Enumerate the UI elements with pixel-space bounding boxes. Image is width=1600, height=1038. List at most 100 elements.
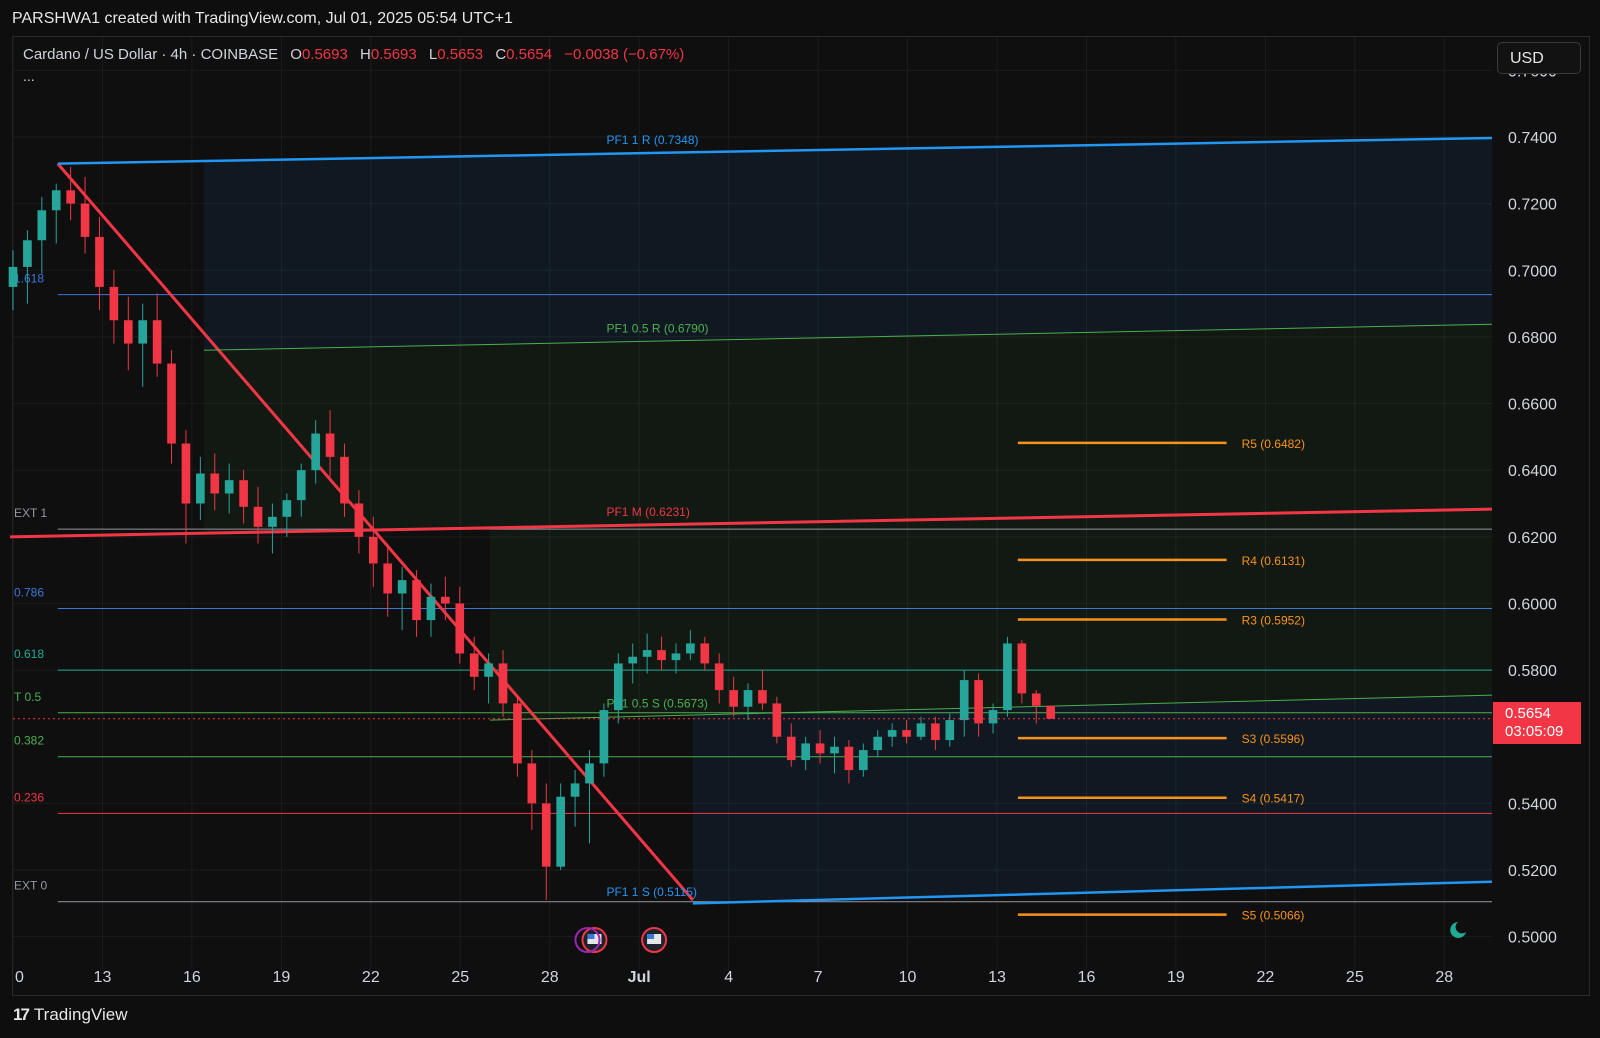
candle-body	[657, 650, 666, 661]
pitchfork-zone	[203, 137, 1492, 351]
event-marker-icon	[574, 927, 601, 953]
candle-body	[498, 663, 508, 704]
x-axis-tick-label: 22	[362, 969, 380, 986]
candle-body	[455, 603, 465, 654]
candle-body	[556, 796, 565, 867]
candle-body	[527, 763, 537, 804]
candle-body	[109, 286, 119, 321]
candle-body	[239, 480, 248, 507]
candle-body	[1046, 705, 1056, 719]
pitchfork-line	[57, 136, 1493, 165]
candle-body	[830, 746, 839, 754]
fib-level-label: 0.618	[14, 647, 44, 661]
pivot-level-label: R4 (0.6131)	[1242, 554, 1305, 568]
flag-canton-icon	[647, 934, 655, 939]
high-label: H	[360, 46, 371, 63]
pitchfork-zone	[490, 509, 1492, 721]
more-indicators-button[interactable]: ...	[23, 68, 35, 84]
candle-body	[931, 723, 940, 741]
pitchfork-zone	[203, 324, 1492, 534]
candle-body	[887, 730, 897, 737]
candle-body	[311, 433, 320, 471]
candle-body	[484, 663, 493, 677]
candle-body	[80, 203, 90, 237]
candle-body	[988, 710, 998, 724]
candle-body	[325, 433, 335, 457]
candle-body	[786, 736, 796, 761]
candle-body	[686, 643, 695, 654]
x-axis-tick-label: 13	[988, 969, 1006, 986]
bar-countdown: 03:05:09	[1505, 723, 1564, 740]
x-axis-tick-label: Jul	[628, 969, 651, 986]
change-value: −0.0038 (−0.67%)	[564, 46, 685, 63]
candle-body	[224, 480, 234, 494]
x-axis-tick-label: 28	[1435, 969, 1453, 986]
candle-body	[700, 643, 710, 664]
fib-level-label: 0.382	[14, 734, 44, 748]
tradingview-brand[interactable]: 17 TradingView	[13, 1005, 127, 1025]
candle-body	[902, 730, 911, 737]
pitchfork-zone	[692, 695, 1492, 904]
candle-body	[916, 723, 926, 737]
open-value: 0.5693	[301, 46, 348, 63]
fib-level-label: T 0.5	[14, 690, 41, 704]
candle-body	[138, 320, 148, 344]
y-axis-tick-label: 0.7200	[1508, 197, 1557, 214]
x-axis-tick-label: 22	[1256, 969, 1274, 986]
candle-body	[51, 190, 61, 211]
x-axis-tick-label: 28	[541, 969, 559, 986]
x-axis-tick-label: 25	[1346, 969, 1364, 986]
candle-body	[628, 656, 638, 664]
chart-caption: PARSHWA1 created with TradingView.com, J…	[12, 10, 513, 27]
candle-body	[1031, 693, 1041, 706]
candle-body	[66, 190, 75, 204]
brand-name: TradingView	[33, 1005, 128, 1024]
candle-body	[859, 750, 868, 771]
pivot-level-label: S4 (0.5417)	[1242, 792, 1305, 806]
candle-body	[123, 320, 133, 344]
x-axis-tick-label: 16	[1078, 969, 1096, 986]
candle-body	[181, 443, 191, 504]
candle-body	[8, 266, 18, 287]
candle-body	[368, 536, 378, 564]
pivot-level-label: R3 (0.5952)	[1242, 613, 1305, 627]
fib-level-label: 0.236	[14, 790, 44, 804]
candle-body	[671, 653, 681, 661]
candle-body	[37, 210, 47, 241]
candle-body	[23, 240, 32, 267]
fib-level-label: EXT 1	[14, 506, 47, 520]
candle-body	[354, 503, 364, 537]
fib-level-label: EXT 0	[14, 879, 47, 893]
candle-body	[974, 680, 983, 724]
pitchfork-label: PF1 M (0.6231)	[606, 505, 689, 519]
top-bar: PARSHWA1 created with TradingView.com, J…	[0, 0, 1600, 36]
candle-body	[296, 470, 306, 501]
candle-body	[585, 763, 594, 784]
high-value: 0.5693	[370, 46, 417, 63]
y-axis-tick-label: 0.7400	[1508, 130, 1557, 147]
y-axis-tick-label: 0.6800	[1508, 330, 1557, 347]
x-axis-tick-label: 0	[15, 969, 24, 986]
y-axis-tick-label: 0.5000	[1508, 930, 1557, 947]
chart-panel[interactable]	[12, 36, 1590, 996]
current-price-label: 0.5654 03:05:09	[1493, 702, 1581, 744]
candle-body	[844, 746, 854, 771]
candle-body	[873, 736, 883, 751]
y-axis-tick-label: 0.6600	[1508, 397, 1557, 414]
candle-body	[152, 320, 162, 364]
symbol-title[interactable]: Cardano / US Dollar · 4h · COINBASE	[23, 46, 279, 63]
candle-body	[340, 456, 349, 504]
chart-legend: Cardano / US Dollar · 4h · COINBASE O0.5…	[23, 46, 684, 63]
pitchfork-line	[692, 880, 1493, 905]
tradingview-logo-icon: 17	[13, 1005, 30, 1024]
pitchfork-label: PF1 0.5 R (0.6790)	[606, 321, 708, 335]
currency-selector[interactable]: USD	[1497, 42, 1581, 74]
candle-body	[815, 743, 825, 754]
pivot-level-label: S3 (0.5596)	[1242, 732, 1305, 746]
close-value: 0.5654	[506, 46, 553, 63]
pivot-level-label: S5 (0.5066)	[1242, 909, 1305, 923]
x-axis-tick-label: 19	[1167, 969, 1185, 986]
fib-level-label: 1.618	[14, 272, 44, 286]
x-axis-tick-label: 16	[183, 969, 201, 986]
